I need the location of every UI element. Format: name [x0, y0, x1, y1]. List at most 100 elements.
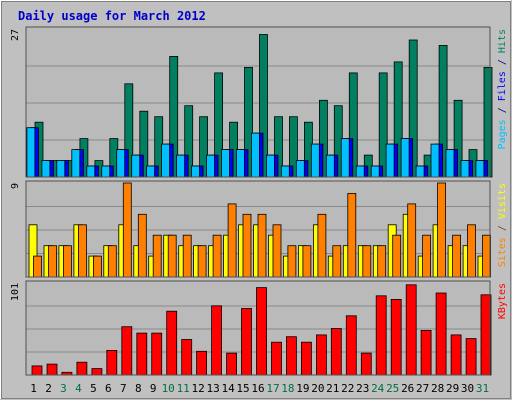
plot-frame: [25, 26, 491, 178]
bar-sites-day-22: [347, 192, 357, 278]
legend-entry: Sites: [497, 237, 508, 267]
bar-sites-day-25: [392, 234, 402, 278]
bar-sites-day-17: [272, 224, 282, 278]
bar-sites-day-5: [93, 255, 102, 278]
bar-kbytes-day-7: [121, 326, 133, 376]
bar-pages-day-17: [265, 154, 275, 178]
x-tick-label-day-28: 28: [431, 382, 444, 395]
axis-max-label: 27: [10, 29, 21, 41]
bar-kbytes-day-2: [46, 363, 58, 376]
x-tick-label-day-5: 5: [90, 382, 97, 395]
bar-pages-day-5: [86, 165, 96, 178]
bar-sites-day-1: [33, 255, 42, 278]
x-tick-label-day-6: 6: [105, 382, 112, 395]
bar-kbytes-day-21: [330, 328, 342, 376]
axis-max-label: 9: [10, 183, 21, 189]
bar-pages-day-28: [430, 143, 440, 178]
x-tick-label-day-1: 1: [30, 382, 37, 395]
bar-sites-day-7: [122, 182, 132, 278]
x-tick-label-day-25: 25: [386, 382, 399, 395]
x-tick-label-day-17: 17: [266, 382, 279, 395]
bar-kbytes-day-10: [166, 310, 178, 376]
bar-kbytes-day-25: [390, 298, 402, 376]
bar-sites-day-28: [437, 182, 447, 278]
bar-kbytes-day-23: [360, 352, 372, 376]
x-tick-label-day-23: 23: [356, 382, 369, 395]
bar-sites-day-27: [422, 234, 432, 278]
x-tick-label-day-4: 4: [75, 382, 82, 395]
x-tick-label-day-12: 12: [191, 382, 204, 395]
bar-kbytes-day-30: [465, 338, 477, 376]
bar-sites-day-10: [167, 234, 177, 278]
bar-kbytes-day-20: [315, 334, 327, 376]
bar-pages-day-11: [176, 154, 186, 178]
x-tick-label-day-20: 20: [311, 382, 324, 395]
x-tick-label-day-18: 18: [281, 382, 294, 395]
x-tick-label-day-16: 16: [251, 382, 264, 395]
bar-pages-day-2: [41, 160, 51, 178]
x-tick-label-day-30: 30: [461, 382, 474, 395]
bar-kbytes-day-5: [91, 368, 103, 376]
bar-pages-day-14: [221, 149, 230, 178]
x-tick-label-day-14: 14: [221, 382, 235, 395]
bar-pages-day-3: [56, 160, 66, 178]
bar-kbytes-day-9: [151, 332, 163, 376]
bar-pages-day-18: [280, 165, 290, 178]
bar-kbytes-day-28: [435, 292, 447, 376]
bar-pages-day-15: [235, 149, 245, 178]
bar-kbytes-day-8: [136, 332, 148, 376]
bar-pages-day-30: [460, 160, 470, 178]
chart-panels: 27 Pages / Files / Hits 9 Sites / Visits 101…: [10, 26, 508, 376]
bar-kbytes-day-1: [31, 365, 43, 376]
bar-pages-day-4: [71, 149, 81, 178]
bar-kbytes-day-14: [226, 352, 238, 376]
x-tick-label-day-31: 31: [476, 382, 489, 395]
bar-pages-day-31: [475, 160, 485, 178]
x-tick-label-day-9: 9: [150, 382, 157, 395]
bar-sites-day-2: [48, 245, 57, 278]
bar-sites-day-29: [452, 234, 462, 278]
bar-sites-day-12: [197, 245, 207, 278]
bar-sites-day-15: [242, 213, 252, 278]
plot-frame: [25, 180, 491, 278]
bar-sites-day-11: [182, 234, 192, 278]
bar-kbytes-day-17: [271, 341, 282, 376]
bar-sites-day-3: [63, 245, 72, 278]
x-tick-label-day-27: 27: [416, 382, 429, 395]
bar-pages-day-8: [131, 154, 141, 178]
bar-pages-day-16: [250, 132, 260, 178]
plot-frame: [25, 280, 491, 376]
series-sites: [33, 182, 491, 278]
x-axis-labels: 1 2 3 4 5 6 7 8 9 10 11 12 13 14 15 16 17 18 19 20 21 22 23 24 2…: [30, 382, 489, 395]
bar-pages-day-24: [370, 165, 380, 178]
bar-pages-day-23: [355, 165, 365, 178]
bar-pages-day-26: [400, 138, 410, 178]
bar-kbytes-day-24: [375, 295, 387, 376]
bar-kbytes-day-29: [450, 334, 462, 376]
bar-sites-day-30: [467, 224, 476, 278]
x-tick-label-day-13: 13: [206, 382, 219, 395]
bar-pages-day-9: [146, 165, 156, 178]
legend-kbytes-panel: KBytes: [497, 283, 508, 319]
x-tick-label-day-11: 11: [177, 382, 190, 395]
bar-kbytes-day-18: [285, 336, 297, 376]
bar-sites-day-16: [257, 213, 267, 278]
x-tick-label-day-21: 21: [326, 382, 339, 395]
x-tick-label-day-10: 10: [162, 382, 175, 395]
hits-panel: 27 Pages / Files / Hits: [10, 26, 508, 178]
bar-sites-day-9: [152, 234, 162, 278]
bar-pages-day-25: [385, 143, 395, 178]
x-tick-label-day-2: 2: [45, 382, 52, 395]
x-tick-label-day-24: 24: [371, 382, 385, 395]
bar-sites-day-14: [227, 203, 237, 278]
bar-pages-day-21: [325, 154, 335, 178]
series-kbytes: [31, 284, 492, 376]
bar-sites-day-26: [407, 203, 417, 278]
kbytes-panel: 101 KBytes: [10, 280, 508, 376]
bar-kbytes-day-12: [196, 350, 208, 376]
bar-pages-day-1: [26, 127, 36, 178]
bar-pages-day-29: [445, 149, 455, 178]
x-tick-label-day-22: 22: [341, 382, 354, 395]
chart-title: Daily usage for March 2012: [18, 9, 206, 23]
